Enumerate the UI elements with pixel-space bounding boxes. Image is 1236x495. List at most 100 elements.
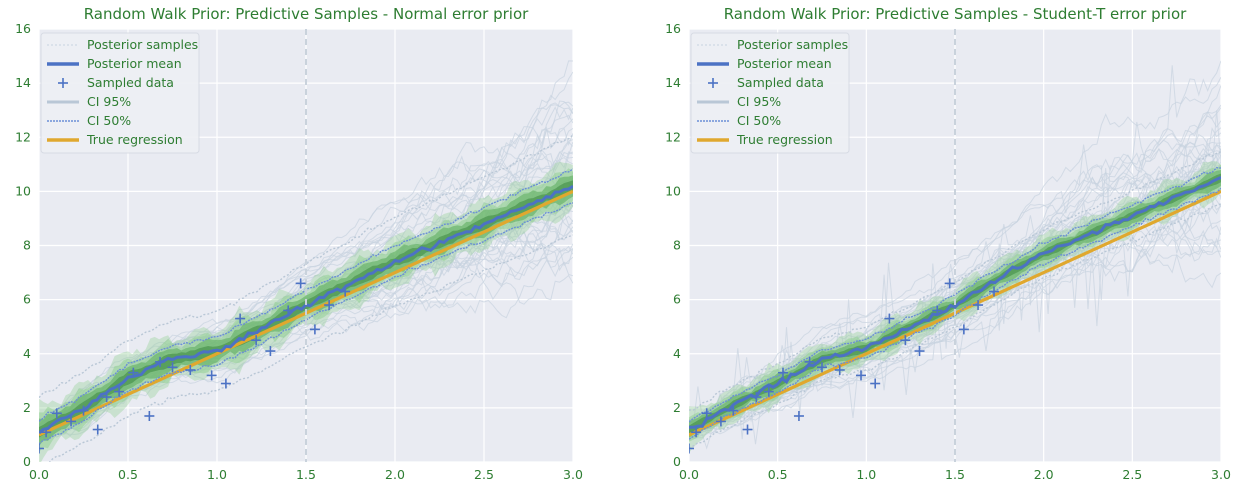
x-tick-label: 1.5 [296, 467, 316, 482]
legend-label: Posterior samples [737, 37, 848, 52]
sampled-data-point [763, 386, 774, 397]
y-tick-label: 4 [673, 346, 681, 361]
y-tick-label: 8 [23, 238, 31, 253]
ci95-upper-line [39, 134, 573, 399]
x-tick-label: 2.5 [474, 467, 494, 482]
sampled-data-point [958, 324, 969, 335]
plot-area [689, 29, 1221, 462]
x-tick-label: 3.0 [1211, 467, 1231, 482]
sampled-data-point [39, 443, 44, 454]
x-tick-label: 2.0 [1034, 467, 1054, 482]
sampled-data-point [689, 443, 694, 454]
sampled-data-point [78, 405, 89, 416]
chart-title: Random Walk Prior: Predictive Samples - … [724, 5, 1187, 23]
sampled-data-point [251, 335, 262, 346]
y-tick-label: 14 [15, 75, 31, 90]
ci50-lower-line [39, 202, 573, 445]
plot-area [39, 29, 573, 462]
y-tick-label: 8 [673, 238, 681, 253]
y-tick-label: 10 [15, 183, 31, 198]
y-tick-label: 0 [673, 454, 681, 469]
sampled-data-point [728, 405, 739, 416]
sampled-data-point [777, 367, 788, 378]
x-tick-label: 0.5 [118, 467, 138, 482]
sampled-data-point [324, 300, 335, 311]
legend-label: True regression [736, 132, 833, 147]
y-tick-label: 6 [673, 292, 681, 307]
sampled-data-point [51, 408, 62, 419]
sampled-data-point [155, 356, 166, 367]
legend-label: Sampled data [87, 75, 174, 90]
legend-label: Posterior mean [737, 56, 832, 71]
x-tick-label: 2.5 [1122, 467, 1142, 482]
sampled-data-point [793, 410, 804, 421]
sampled-data-point [856, 370, 867, 381]
sampled-data-point [128, 367, 139, 378]
density-band [39, 180, 573, 438]
sampled-data-point [989, 286, 1000, 297]
legend-label: CI 50% [87, 113, 131, 128]
sampled-data-point [973, 300, 984, 311]
legend-box [40, 32, 200, 154]
sampled-data-point [715, 416, 726, 427]
sampled-data-point [265, 346, 276, 357]
sampled-data-point [41, 427, 52, 438]
sampled-data-point [817, 362, 827, 373]
x-tick-label: 1.5 [945, 467, 965, 482]
sampled-data-point [167, 362, 178, 373]
sampled-data-point [114, 386, 125, 397]
sampled-data-point [691, 427, 702, 438]
sampled-data-point [340, 286, 351, 297]
y-tick-label: 16 [665, 21, 681, 36]
y-tick-label: 10 [665, 183, 681, 198]
sampled-data-point [185, 364, 196, 375]
y-tick-label: 0 [23, 454, 31, 469]
sampled-data-point [932, 305, 943, 316]
y-tick-label: 6 [23, 292, 31, 307]
chart-panel-1: 0.0 0.5 1.0 1.5 2.0 2.5 3.0 0 2 4 6 8 10 12 14 16 Random… [15, 5, 583, 482]
sampled-data-point [944, 278, 955, 289]
y-tick-label: 12 [15, 129, 31, 144]
sampled-data-point [283, 305, 294, 316]
sampled-data-point [701, 408, 712, 419]
chart-title: Random Walk Prior: Predictive Samples - … [84, 5, 529, 23]
ci50-lower-line [689, 187, 1221, 440]
sampled-data-point [92, 424, 103, 435]
sampled-data-point [309, 324, 320, 335]
sampled-data-point [914, 346, 925, 357]
legend-label: Sampled data [737, 75, 824, 90]
sampled-data-point [235, 313, 246, 324]
x-tick-label: 3.0 [563, 467, 583, 482]
legend-label: CI 95% [737, 94, 781, 109]
legend-label: Posterior samples [87, 37, 198, 52]
sampled-data-point [144, 410, 155, 421]
x-tick-label: 0.0 [679, 467, 699, 482]
ci95-lower-line [48, 234, 573, 462]
sampled-data-point [220, 378, 231, 389]
posterior-mean-line [689, 176, 1221, 429]
x-tick-label: 0.5 [768, 467, 788, 482]
y-tick-label: 14 [665, 75, 681, 90]
x-tick-label: 2.0 [385, 467, 405, 482]
y-tick-label: 12 [665, 129, 681, 144]
x-tick-label: 0.0 [29, 467, 49, 482]
legend: Posterior samples Posterior mean Sampled d… [40, 32, 200, 154]
sampled-data-point [804, 356, 815, 367]
y-tick-label: 2 [673, 400, 681, 415]
sampled-data-point [295, 278, 306, 289]
posterior-sample-line [689, 176, 1221, 436]
chart-panel-2: 0.0 0.5 1.0 1.5 2.0 2.5 3.0 0 2 4 6 8 10 12 14 16 Random… [665, 5, 1231, 482]
legend-box [690, 32, 850, 154]
sampled-data-point [66, 416, 77, 427]
sampled-data-point [884, 313, 895, 324]
sampled-data-point [834, 364, 845, 375]
y-tick-label: 4 [23, 346, 31, 361]
y-tick-label: 16 [15, 21, 31, 36]
sampled-data-point [751, 392, 762, 403]
legend-label: CI 95% [87, 94, 131, 109]
sampled-data-point [900, 335, 911, 346]
y-tick-label: 2 [23, 400, 31, 415]
legend: Posterior samples Posterior mean Sampled d… [690, 32, 850, 154]
x-tick-label: 1.0 [856, 467, 876, 482]
